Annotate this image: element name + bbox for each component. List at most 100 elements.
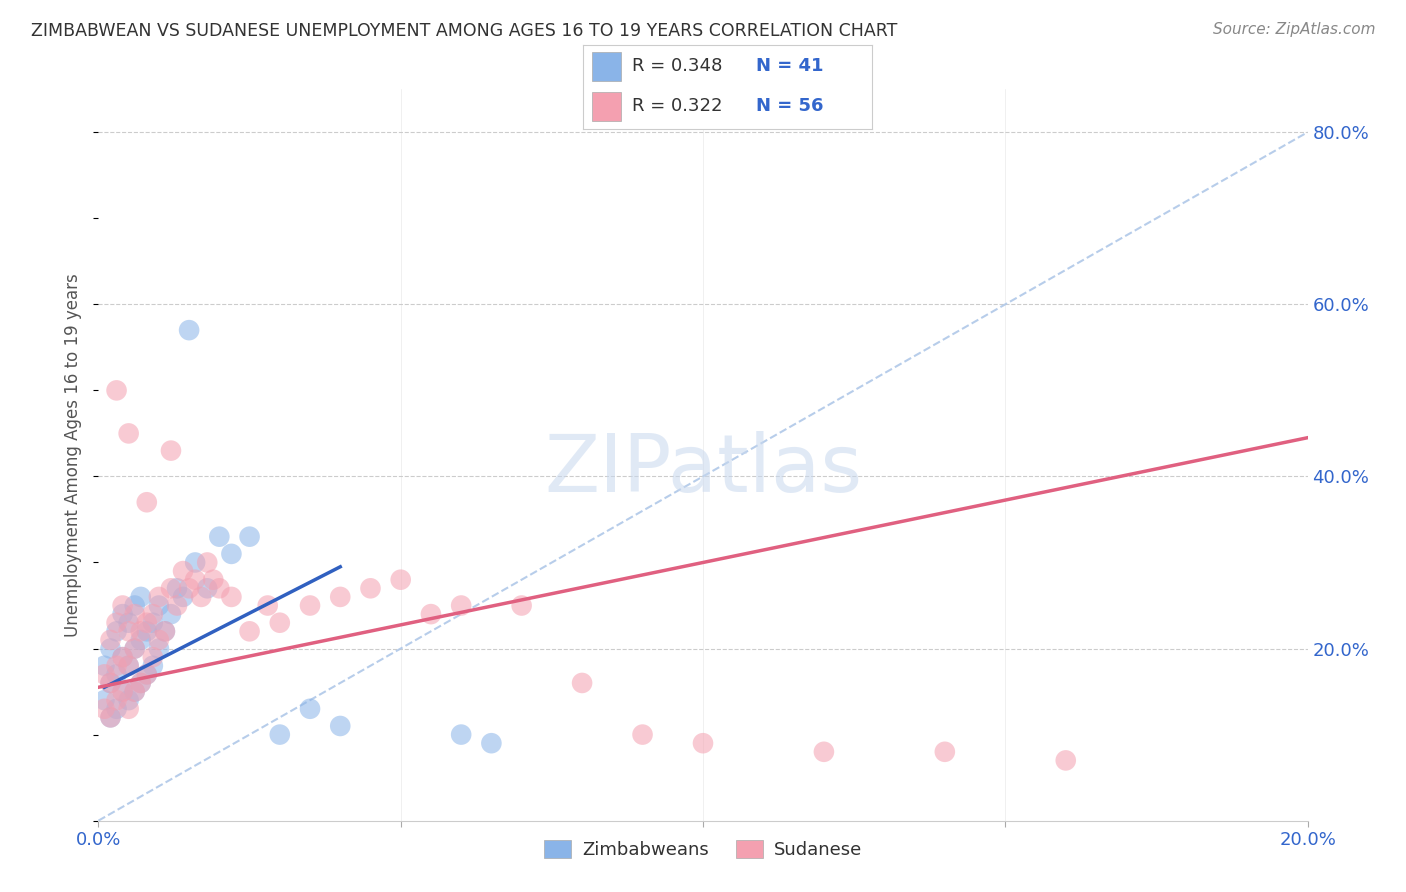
Point bbox=[118, 624, 141, 639]
Point bbox=[124, 599, 146, 613]
Y-axis label: Unemployment Among Ages 16 to 19 years: Unemployment Among Ages 16 to 19 years bbox=[65, 273, 83, 637]
Bar bbox=[592, 92, 621, 120]
Point bbox=[111, 684, 134, 698]
Point bbox=[118, 658, 141, 673]
Point bbox=[135, 667, 157, 681]
Point bbox=[299, 599, 322, 613]
Point bbox=[124, 684, 146, 698]
Point bbox=[142, 615, 165, 630]
Point bbox=[172, 564, 194, 578]
Point bbox=[118, 615, 141, 630]
Point bbox=[129, 624, 152, 639]
Text: R = 0.322: R = 0.322 bbox=[633, 96, 723, 114]
Point bbox=[124, 607, 146, 621]
Point bbox=[111, 599, 134, 613]
Point bbox=[118, 702, 141, 716]
Point bbox=[153, 624, 176, 639]
Point bbox=[118, 426, 141, 441]
Point bbox=[179, 323, 201, 337]
Point bbox=[208, 530, 231, 544]
Point bbox=[129, 676, 152, 690]
Point bbox=[190, 590, 212, 604]
Point bbox=[124, 641, 146, 656]
Point bbox=[111, 684, 134, 698]
Point bbox=[172, 590, 194, 604]
Point bbox=[160, 607, 183, 621]
Point bbox=[692, 736, 714, 750]
Point bbox=[166, 599, 188, 613]
Point bbox=[184, 573, 207, 587]
Point bbox=[105, 667, 128, 681]
Point bbox=[239, 624, 262, 639]
Point bbox=[160, 582, 183, 596]
Point bbox=[142, 658, 165, 673]
Text: Source: ZipAtlas.com: Source: ZipAtlas.com bbox=[1212, 22, 1375, 37]
Point bbox=[135, 615, 157, 630]
Point bbox=[148, 590, 170, 604]
Point bbox=[100, 676, 122, 690]
Point bbox=[105, 624, 128, 639]
Point bbox=[934, 745, 956, 759]
Point bbox=[179, 582, 201, 596]
Point bbox=[631, 728, 654, 742]
Point bbox=[105, 702, 128, 716]
Point bbox=[129, 590, 152, 604]
Point bbox=[118, 658, 141, 673]
Point bbox=[360, 582, 382, 596]
Point bbox=[299, 702, 322, 716]
Point bbox=[813, 745, 835, 759]
Text: R = 0.348: R = 0.348 bbox=[633, 57, 723, 75]
Point bbox=[571, 676, 593, 690]
Bar bbox=[592, 53, 621, 81]
Point bbox=[160, 443, 183, 458]
Point bbox=[111, 650, 134, 665]
Point bbox=[93, 693, 115, 707]
Point bbox=[153, 624, 176, 639]
Point bbox=[481, 736, 503, 750]
Point bbox=[135, 495, 157, 509]
Point bbox=[129, 632, 152, 647]
Point bbox=[269, 615, 291, 630]
Point bbox=[450, 599, 472, 613]
Legend: Zimbabweans, Sudanese: Zimbabweans, Sudanese bbox=[537, 832, 869, 866]
Point bbox=[195, 556, 218, 570]
Point bbox=[111, 650, 134, 665]
Point bbox=[184, 556, 207, 570]
Point bbox=[135, 624, 157, 639]
Point bbox=[100, 710, 122, 724]
Point bbox=[148, 632, 170, 647]
Point bbox=[124, 684, 146, 698]
Point bbox=[100, 641, 122, 656]
Point bbox=[93, 658, 115, 673]
Point bbox=[239, 530, 262, 544]
Point bbox=[93, 702, 115, 716]
Text: ZIPatlas: ZIPatlas bbox=[544, 431, 862, 508]
Text: N = 56: N = 56 bbox=[756, 96, 824, 114]
Point bbox=[148, 599, 170, 613]
Point bbox=[256, 599, 278, 613]
Point bbox=[135, 667, 157, 681]
Point bbox=[93, 667, 115, 681]
Point bbox=[420, 607, 443, 621]
Point bbox=[208, 582, 231, 596]
Text: N = 41: N = 41 bbox=[756, 57, 824, 75]
Point bbox=[202, 573, 225, 587]
Point bbox=[148, 641, 170, 656]
Point bbox=[100, 632, 122, 647]
Point bbox=[221, 590, 243, 604]
Point bbox=[329, 719, 352, 733]
Text: ZIMBABWEAN VS SUDANESE UNEMPLOYMENT AMONG AGES 16 TO 19 YEARS CORRELATION CHART: ZIMBABWEAN VS SUDANESE UNEMPLOYMENT AMON… bbox=[31, 22, 897, 40]
Point bbox=[105, 384, 128, 398]
Point bbox=[221, 547, 243, 561]
Point bbox=[124, 641, 146, 656]
Point bbox=[166, 582, 188, 596]
Point bbox=[100, 676, 122, 690]
Point bbox=[195, 582, 218, 596]
Point bbox=[142, 650, 165, 665]
Point bbox=[450, 728, 472, 742]
Point bbox=[142, 607, 165, 621]
Point bbox=[129, 676, 152, 690]
Point bbox=[389, 573, 412, 587]
Point bbox=[510, 599, 533, 613]
Point bbox=[105, 658, 128, 673]
